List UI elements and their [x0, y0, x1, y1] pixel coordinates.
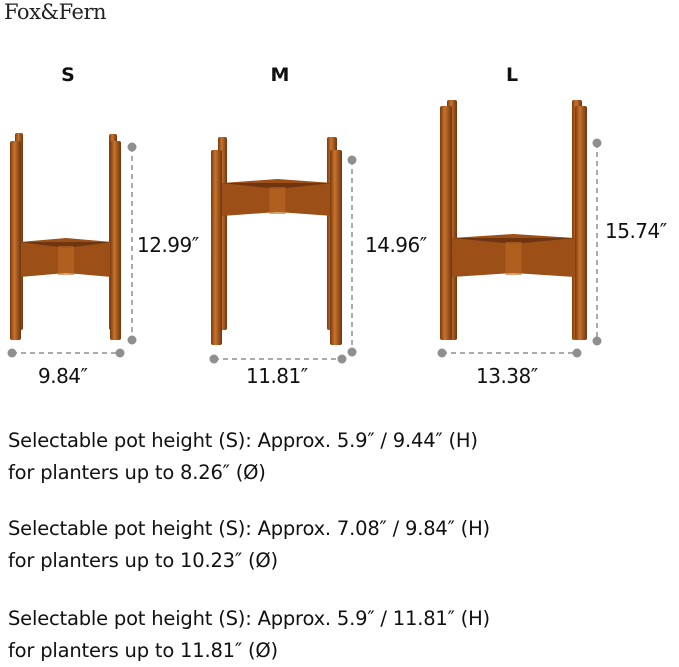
- crossbar-center: [58, 246, 74, 275]
- crossbar-top: [20, 242, 112, 248]
- stand-medium: [209, 137, 357, 364]
- spec-small-line2: for planters up to 8.26″ (Ø): [8, 461, 266, 484]
- spec-large-line2: for planters up to 11.81″ (Ø): [8, 639, 278, 662]
- width-label-s: 9.84″: [38, 364, 88, 388]
- crossbar-center: [505, 242, 522, 275]
- height-label-m: 14.96″: [365, 233, 427, 257]
- dimension-dot: [347, 155, 357, 165]
- plant-stands-illustration: [7, 100, 602, 364]
- dimension-dot: [592, 336, 602, 346]
- dimension-dot: [115, 348, 125, 358]
- spec-medium-line1: Selectable pot height (S): Approx. 7.08″…: [8, 517, 490, 540]
- width-label-m: 11.81″: [246, 364, 308, 388]
- size-label-s: S: [61, 64, 75, 86]
- crossbar-top: [222, 183, 333, 189]
- leg-front: [211, 150, 222, 345]
- width-label-l: 13.38″: [476, 364, 538, 388]
- dimension-dot: [592, 138, 602, 148]
- dimension-dot: [347, 347, 357, 357]
- spec-large: Selectable pot height (S): Approx. 5.9″ …: [8, 603, 490, 667]
- spec-small: Selectable pot height (S): Approx. 5.9″ …: [8, 425, 478, 489]
- height-label-s: 12.99″: [137, 233, 199, 257]
- size-label-m: M: [270, 64, 290, 86]
- crossbar-center: [269, 187, 286, 214]
- dimension-dot: [127, 142, 137, 152]
- brand-logo: Fox&Fern: [4, 0, 107, 24]
- leg-front: [10, 141, 21, 340]
- leg-front: [575, 106, 587, 340]
- spec-large-line1: Selectable pot height (S): Approx. 5.9″ …: [8, 607, 490, 630]
- crossbar-top: [452, 238, 575, 244]
- stand-large: [437, 100, 602, 358]
- dimension-dot: [209, 354, 219, 364]
- dimension-dot: [437, 348, 447, 358]
- spec-medium: Selectable pot height (S): Approx. 7.08″…: [8, 513, 490, 577]
- dimension-dot: [572, 348, 582, 358]
- spec-small-line1: Selectable pot height (S): Approx. 5.9″ …: [8, 429, 478, 452]
- dimension-dot: [127, 335, 137, 345]
- leg-front: [330, 150, 342, 345]
- leg-front: [440, 106, 452, 340]
- stand-small: [7, 133, 137, 358]
- size-label-l: L: [505, 64, 519, 86]
- leg-front: [110, 141, 121, 340]
- dimension-dot: [337, 354, 347, 364]
- height-label-l: 15.74″: [605, 219, 667, 243]
- spec-medium-line2: for planters up to 10.23″ (Ø): [8, 549, 278, 572]
- dimension-dot: [7, 348, 17, 358]
